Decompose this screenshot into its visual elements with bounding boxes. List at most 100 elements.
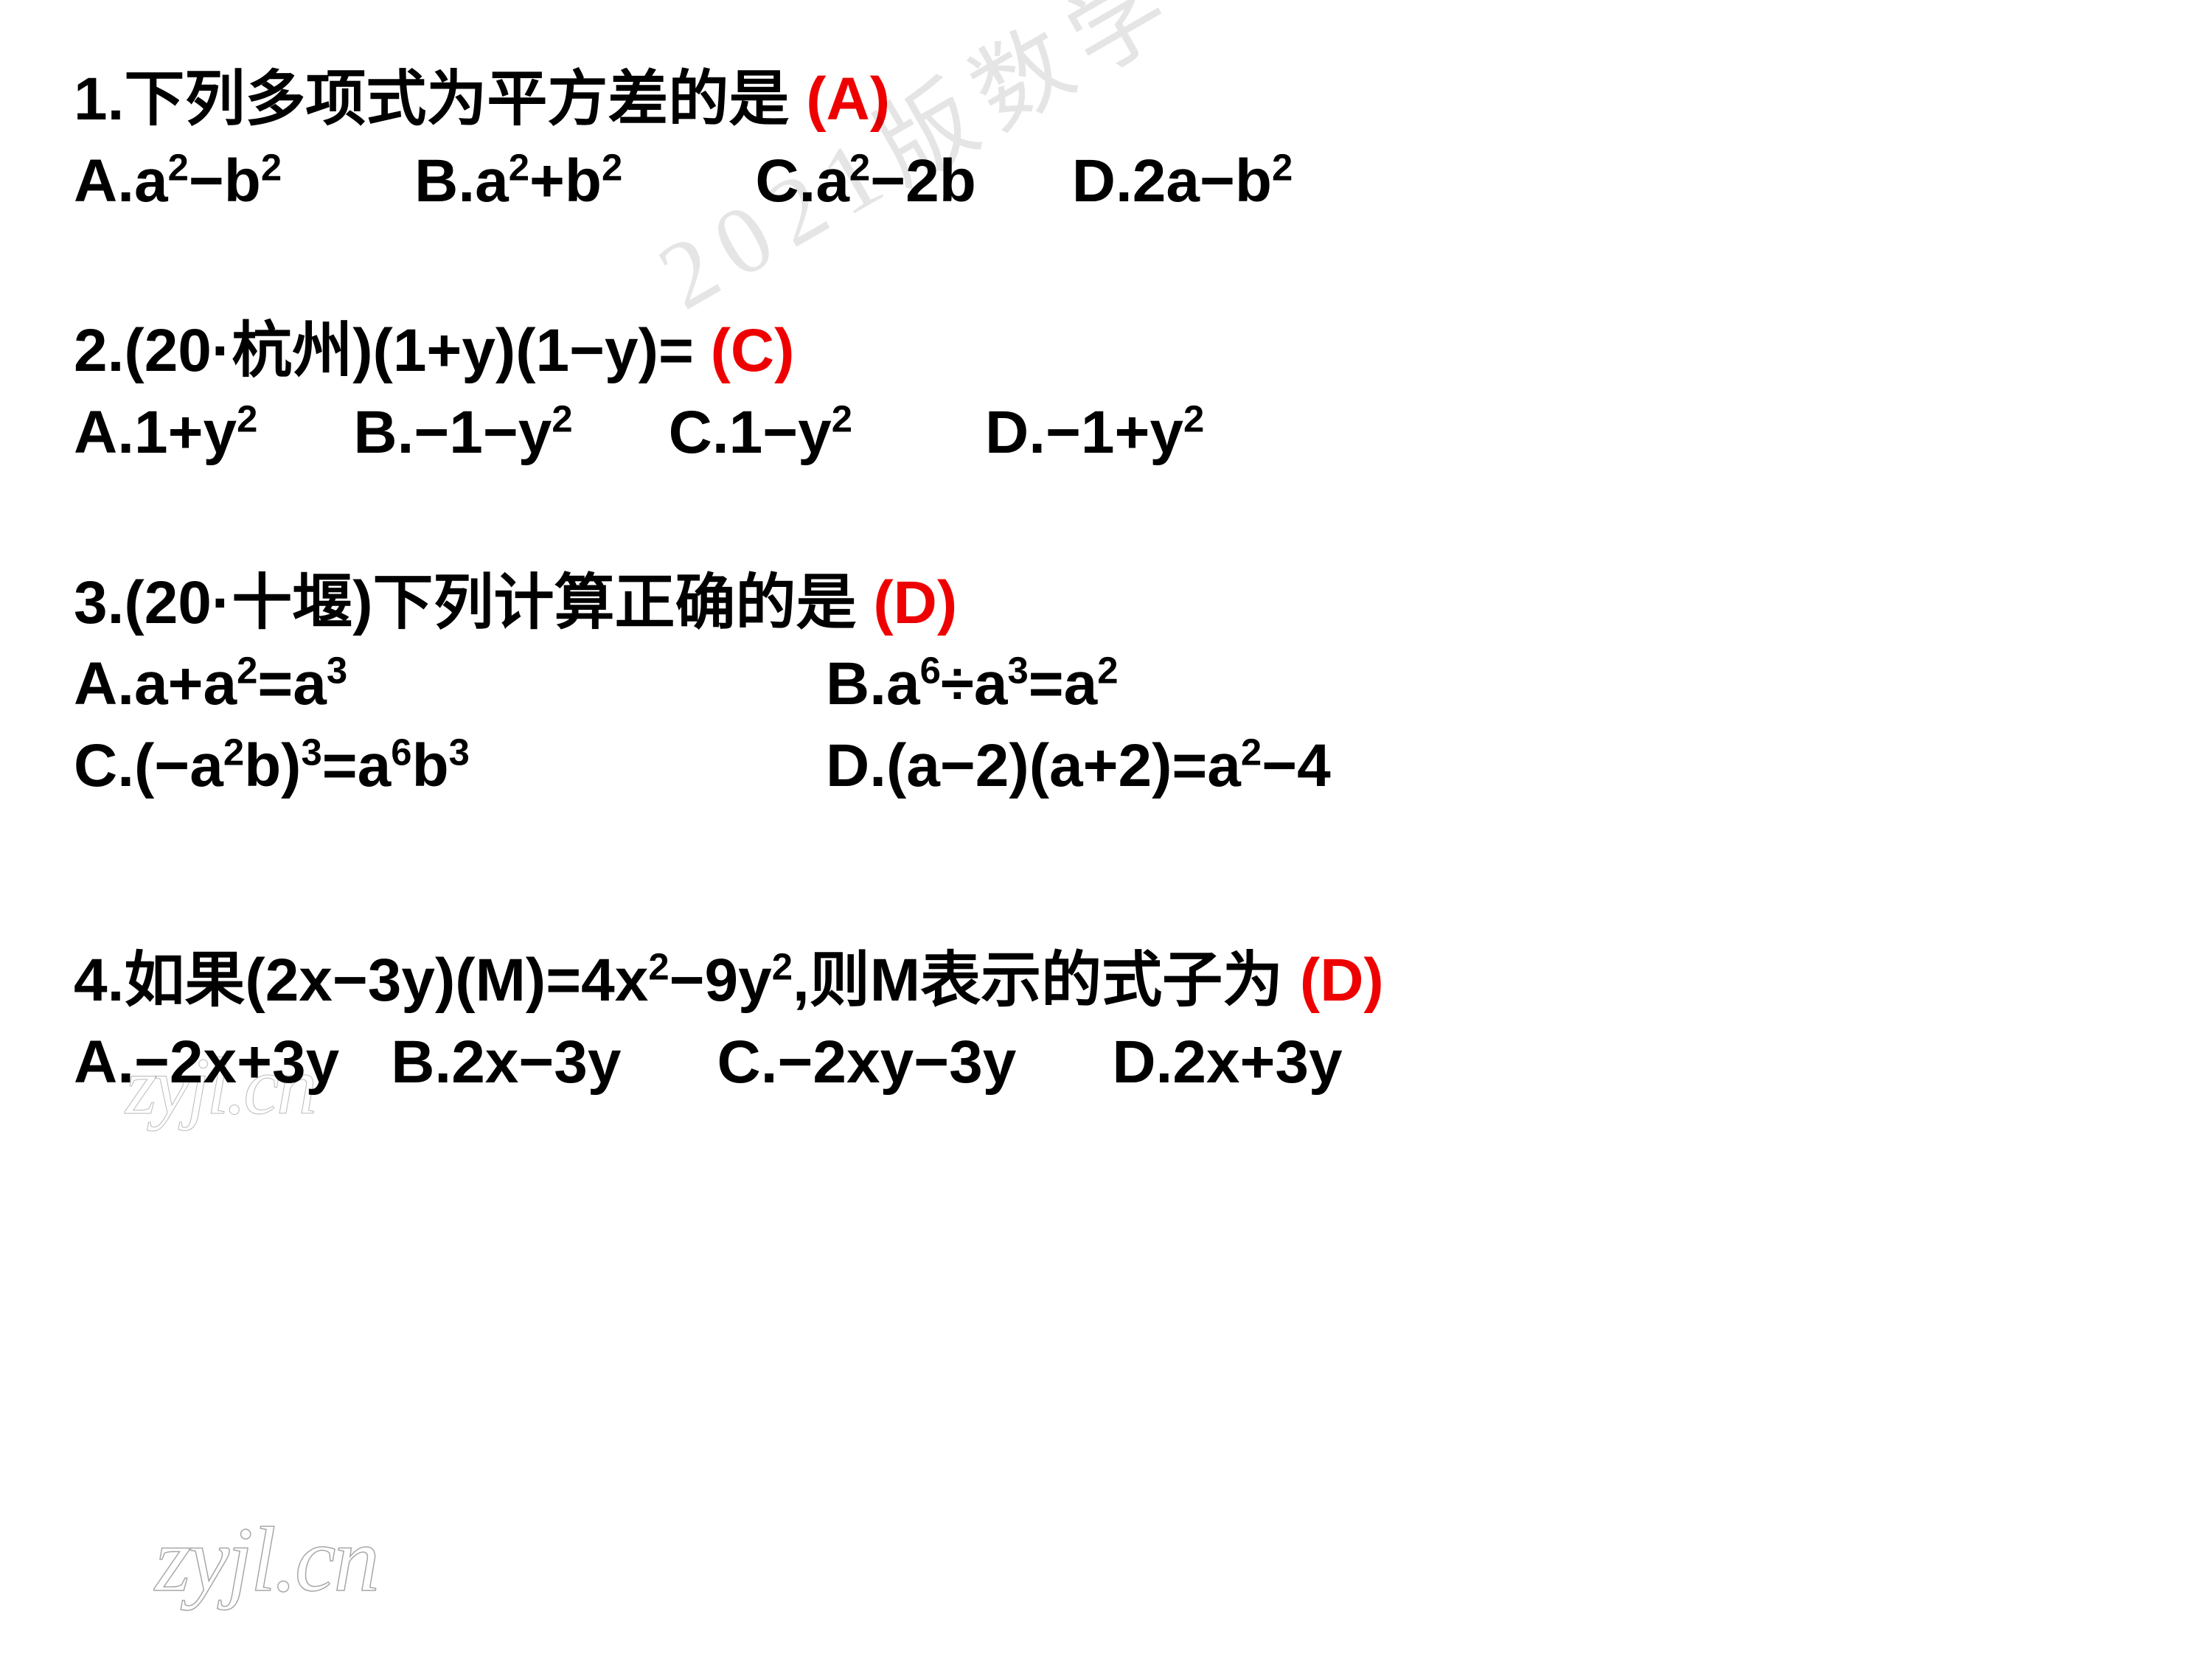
q4-number: 4. xyxy=(74,947,124,1014)
q4-stem-p2: −9y xyxy=(669,947,772,1014)
q3-answer: (D) xyxy=(873,569,957,636)
q4-stem-e1: 2 xyxy=(648,945,669,987)
question-2: 2.(20·杭州)(1+y)(1−y)= (C) A.1+y2B.−1−y2C.… xyxy=(74,310,2138,473)
q2-option-a: A.1+y2 xyxy=(74,392,257,474)
q3-stem: (20·十堰)下列计算正确的是 xyxy=(124,569,856,636)
q4-b-t: 2x−3y xyxy=(451,1029,621,1096)
q2-c-e: 2 xyxy=(832,398,852,440)
q4-option-c: C.−2xy−3y xyxy=(717,1022,1017,1104)
q2-stem-line: 2.(20·杭州)(1+y)(1−y)= (C) xyxy=(74,310,2138,392)
q1-d-t1: 2a−b xyxy=(1133,147,1272,215)
q3-d-t1: (a−2)(a+2)=a xyxy=(886,732,1241,799)
q1-b-t2: +b xyxy=(529,147,602,215)
question-3: 3.(20·十堰)下列计算正确的是 (D) A.a+a2=a3B.a6÷a3=a… xyxy=(74,563,2138,807)
q4-b-label: B. xyxy=(391,1029,451,1096)
q2-a-e: 2 xyxy=(237,398,257,440)
q2-a-label: A. xyxy=(74,399,134,466)
q1-a-e2: 2 xyxy=(261,146,282,188)
q3-option-a: A.a+a2=a3 xyxy=(74,644,826,726)
q4-c-label: C. xyxy=(717,1029,778,1096)
q3-option-c: C.(−a2b)3=a6b3 xyxy=(74,726,826,807)
q3-c-e3: 6 xyxy=(391,731,411,773)
q3-option-b: B.a6÷a3=a2 xyxy=(826,644,1119,726)
q4-d-label: D. xyxy=(1112,1029,1172,1096)
q2-option-b: B.−1−y2 xyxy=(353,392,572,474)
q3-c-t1: (−a xyxy=(134,732,223,799)
q3-d-e1: 2 xyxy=(1241,731,1262,773)
q1-option-a: A.a2−b2 xyxy=(74,141,282,223)
q2-number: 2. xyxy=(74,317,124,384)
q3-b-t1: a xyxy=(886,650,920,717)
q4-stem-p1: 如果(2x−3y)(M)=4x xyxy=(124,947,648,1014)
q3-a-t2: =a xyxy=(257,650,327,717)
q3-number: 3. xyxy=(74,569,124,636)
q3-b-t3: =a xyxy=(1029,650,1098,717)
q3-b-e2: 3 xyxy=(1008,650,1029,692)
q2-options: A.1+y2B.−1−y2C.1−y2D.−1+y2 xyxy=(74,392,2138,474)
q2-option-c: C.1−y2 xyxy=(669,392,852,474)
question-4: 4.如果(2x−3y)(M)=4x2−9y2,则M表示的式子为 (D) A.−2… xyxy=(74,940,2138,1103)
q1-d-label: D. xyxy=(1072,147,1133,215)
q2-d-t: −1+y xyxy=(1046,399,1183,466)
watermark-logo-lower: zyjl.cn xyxy=(155,1508,378,1613)
q3-d-t2: −4 xyxy=(1262,732,1331,799)
q3-options-row1: A.a+a2=a3B.a6÷a3=a2 xyxy=(74,644,2138,726)
q3-b-t2: ÷a xyxy=(941,650,1008,717)
q4-options: A.−2x+3yB.2x−3yC.−2xy−3yD.2x+3y xyxy=(74,1022,2138,1104)
q4-d-t: 2x+3y xyxy=(1172,1029,1342,1096)
q2-c-label: C. xyxy=(669,399,729,466)
q4-option-d: D.2x+3y xyxy=(1112,1022,1342,1104)
q3-c-e1: 2 xyxy=(223,731,244,773)
q3-b-e1: 6 xyxy=(920,650,941,692)
q2-a-t: 1+y xyxy=(134,399,237,466)
q3-stem-line: 3.(20·十堰)下列计算正确的是 (D) xyxy=(74,563,2138,644)
q1-answer: (A) xyxy=(806,66,890,133)
q3-c-t3: =a xyxy=(322,732,392,799)
q4-option-b: B.2x−3y xyxy=(391,1022,621,1104)
q1-option-d: D.2a−b2 xyxy=(1072,141,1293,223)
q1-stem: 下列多项式为平方差的是 xyxy=(124,66,789,133)
q2-d-label: D. xyxy=(985,399,1046,466)
q1-c-label: C. xyxy=(755,147,815,215)
q1-c-e1: 2 xyxy=(849,146,870,188)
q2-b-e: 2 xyxy=(552,398,572,440)
q4-c-t: −2xy−3y xyxy=(778,1029,1017,1096)
q3-option-d: D.(a−2)(a+2)=a2−4 xyxy=(826,726,1331,807)
q1-b-t1: a xyxy=(475,147,509,215)
q3-c-label: C. xyxy=(74,732,134,799)
q2-option-d: D.−1+y2 xyxy=(985,392,1204,474)
q1-a-e1: 2 xyxy=(168,146,189,188)
q2-d-e: 2 xyxy=(1183,398,1204,440)
q3-b-label: B. xyxy=(826,650,886,717)
q4-answer: (D) xyxy=(1300,947,1384,1014)
q2-b-label: B. xyxy=(353,399,414,466)
q1-a-t1: a xyxy=(134,147,168,215)
q4-stem-p3: ,则M表示的式子为 xyxy=(793,947,1283,1014)
q1-a-label: A. xyxy=(74,147,134,215)
q1-b-e2: 2 xyxy=(602,146,622,188)
q1-d-e1: 2 xyxy=(1272,146,1293,188)
q3-a-t1: a+a xyxy=(134,650,237,717)
q4-stem-line: 4.如果(2x−3y)(M)=4x2−9y2,则M表示的式子为 (D) xyxy=(74,940,2138,1022)
q3-d-label: D. xyxy=(826,732,886,799)
question-1: 1.下列多项式为平方差的是 (A) A.a2−b2B.a2+b2C.a2−2bD… xyxy=(74,59,2138,222)
q3-c-t4: b xyxy=(412,732,449,799)
q2-c-t: 1−y xyxy=(729,399,832,466)
q1-option-c: C.a2−2b xyxy=(755,141,975,223)
q1-a-t2: −b xyxy=(189,147,261,215)
q2-answer: (C) xyxy=(711,317,795,384)
q3-a-label: A. xyxy=(74,650,134,717)
q3-c-t2: b) xyxy=(244,732,301,799)
q1-c-t2: −2b xyxy=(870,147,976,215)
q3-a-e1: 2 xyxy=(237,650,257,692)
q1-b-label: B. xyxy=(414,147,475,215)
q2-stem: (20·杭州)(1+y)(1−y)= xyxy=(124,317,693,384)
q3-c-e4: 3 xyxy=(449,731,470,773)
watermark-logo-upper: zyjl.cn xyxy=(125,1040,314,1133)
q1-options: A.a2−b2B.a2+b2C.a2−2bD.2a−b2 xyxy=(74,141,2138,223)
q4-stem-e2: 2 xyxy=(772,945,793,987)
q3-b-e3: 2 xyxy=(1097,650,1118,692)
q1-option-b: B.a2+b2 xyxy=(414,141,622,223)
q3-a-e2: 3 xyxy=(327,650,347,692)
q2-b-t: −1−y xyxy=(414,399,552,466)
